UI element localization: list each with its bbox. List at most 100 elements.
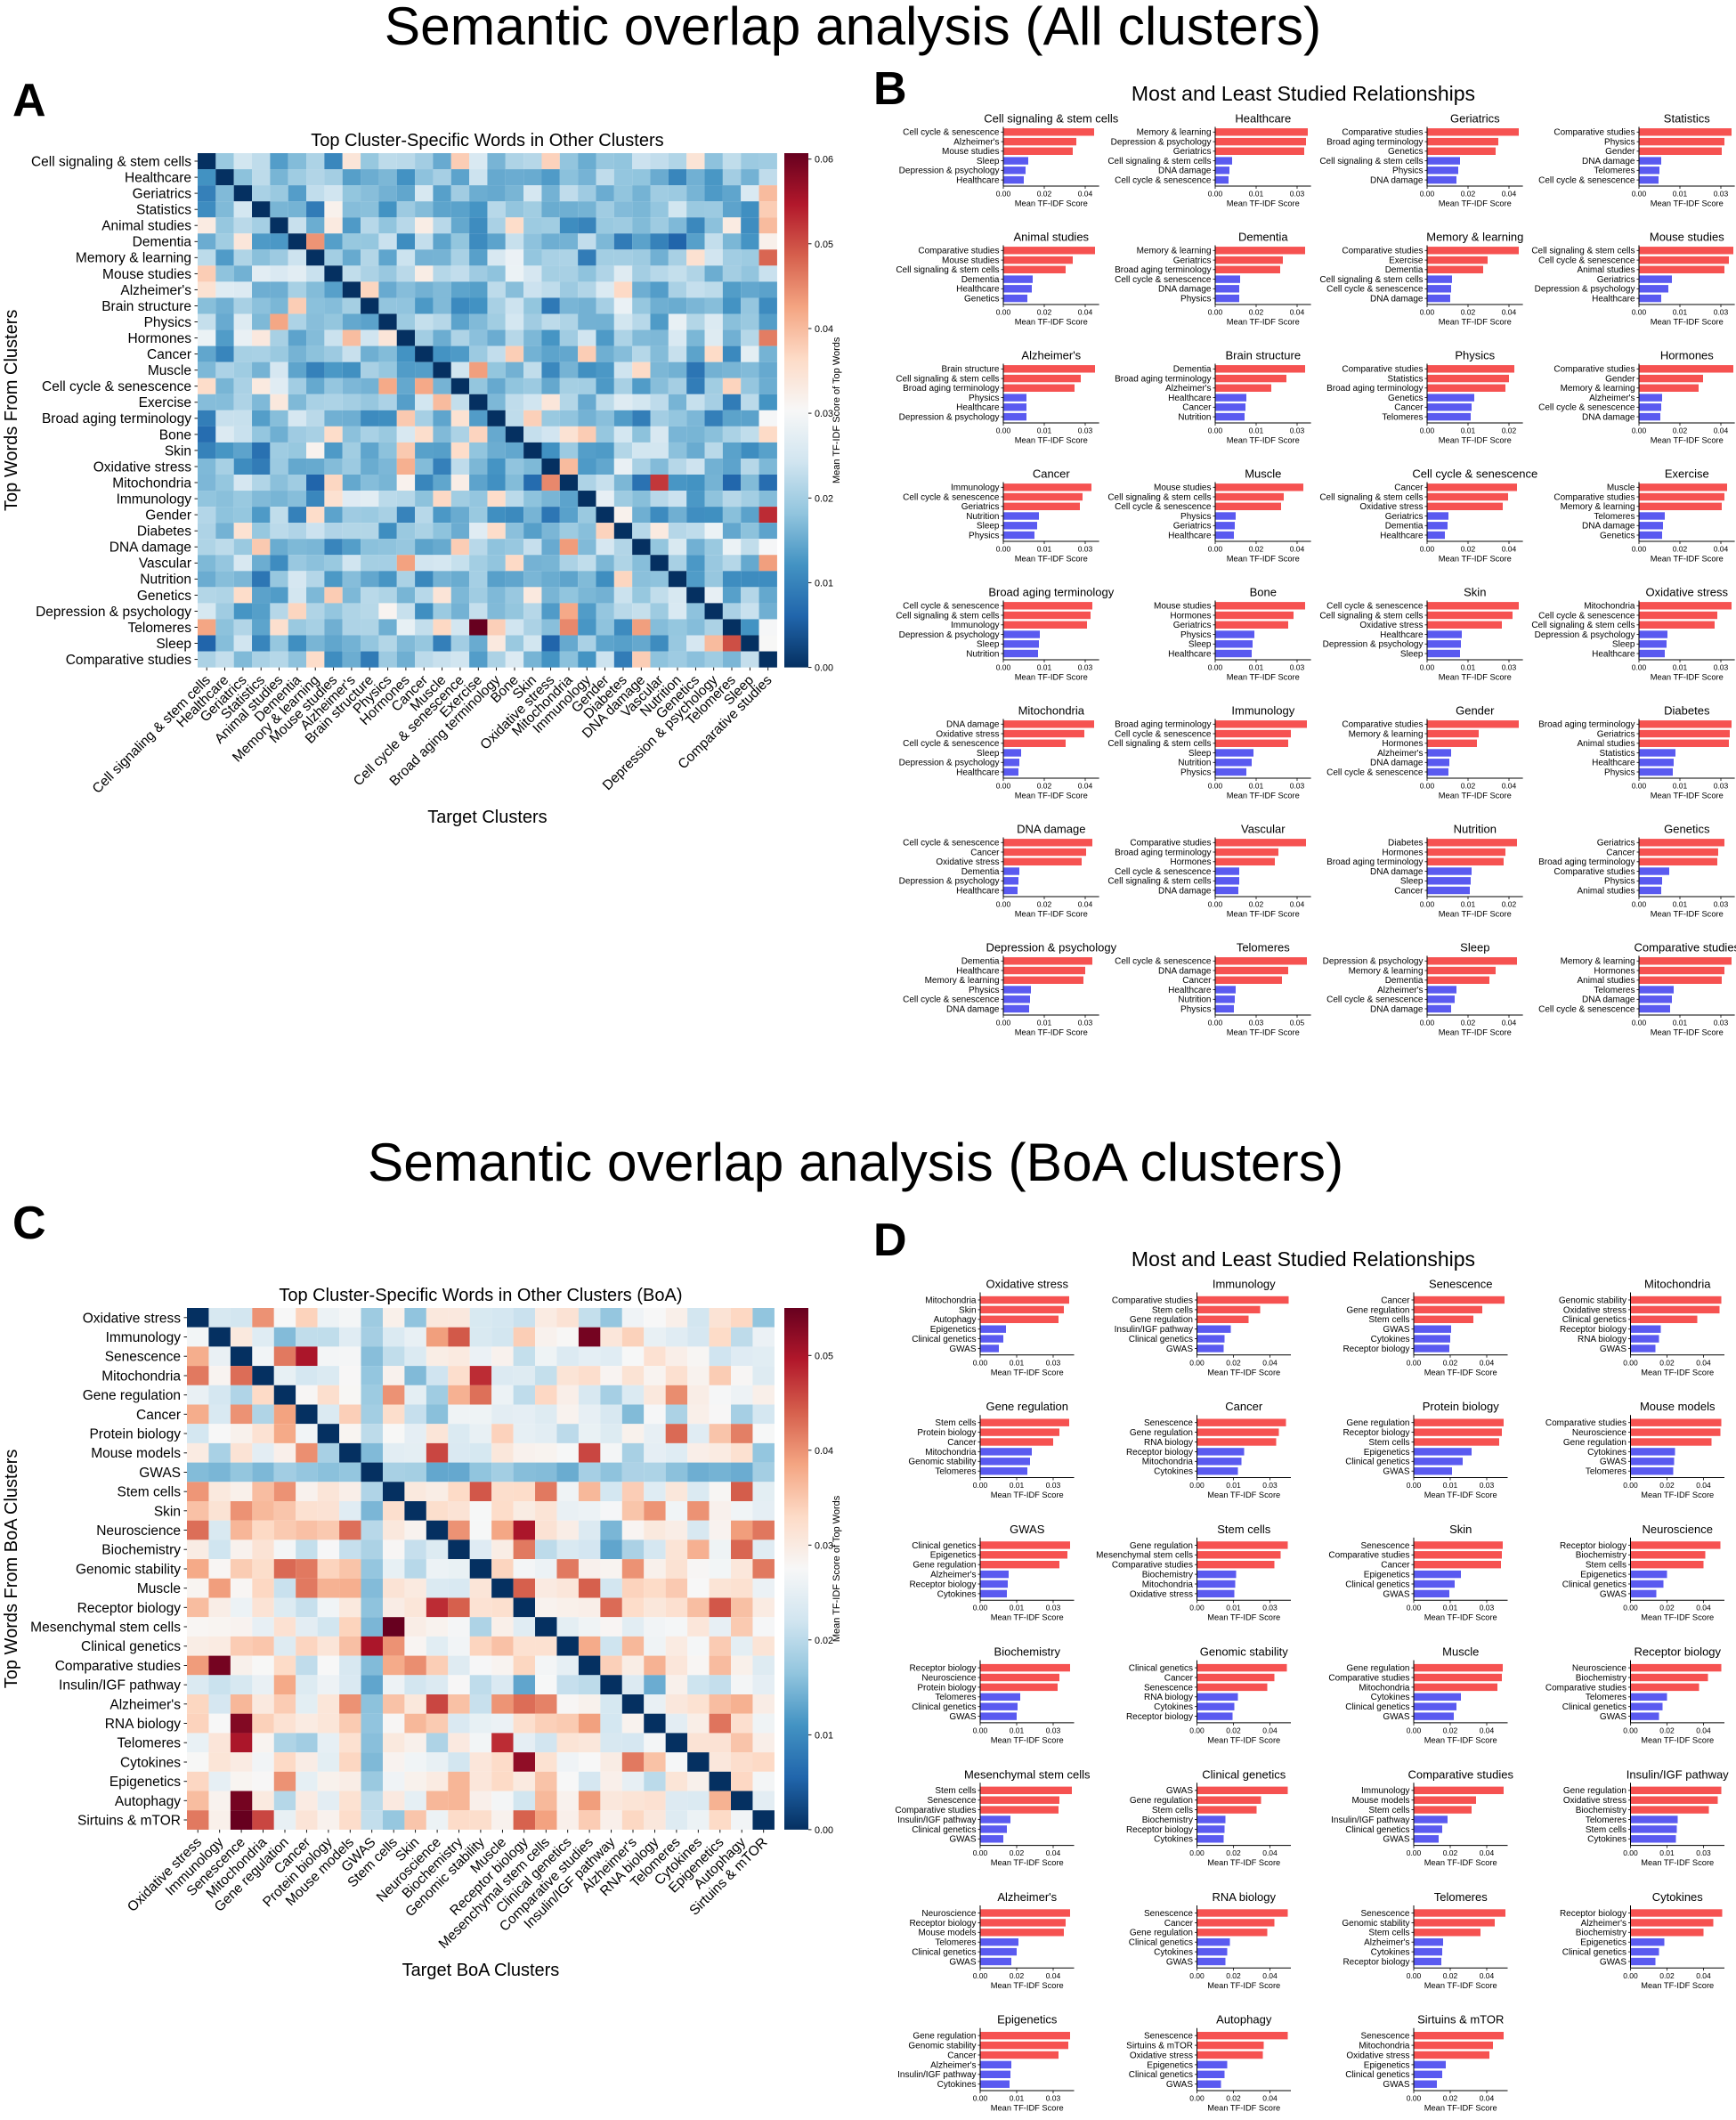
svg-text:Mitochondria: Mitochondria [1359, 2042, 1410, 2051]
svg-text:0.04: 0.04 [1696, 1481, 1711, 1490]
svg-text:Stem cells: Stem cells [1586, 1825, 1626, 1835]
svg-text:Autophagy: Autophagy [1216, 2013, 1272, 2027]
svg-text:0.04: 0.04 [1696, 1726, 1711, 1734]
svg-text:Animal studies: Animal studies [1577, 265, 1635, 275]
svg-text:Stem cells: Stem cells [1368, 1806, 1409, 1815]
svg-text:0.01: 0.01 [1249, 190, 1264, 199]
svg-text:Oxidative stress: Oxidative stress [1563, 1305, 1626, 1315]
svg-text:Mean TF-IDF Score: Mean TF-IDF Score [1227, 199, 1300, 208]
svg-text:0.02: 0.02 [1010, 1848, 1025, 1857]
svg-text:Cell cycle & senescence: Cell cycle & senescence [1115, 729, 1212, 739]
svg-text:Geriatrics: Geriatrics [1597, 839, 1635, 849]
svg-text:Cell cycle & senescence: Cell cycle & senescence [1115, 275, 1212, 285]
svg-text:Broad aging terminology: Broad aging terminology [1115, 265, 1211, 275]
svg-text:Cell cycle & senescence: Cell cycle & senescence [1538, 611, 1635, 621]
svg-text:Alzheimer's: Alzheimer's [110, 1697, 181, 1712]
svg-text:0.01: 0.01 [1673, 308, 1688, 317]
svg-text:0.00: 0.00 [973, 2094, 988, 2103]
svg-text:Healthcare: Healthcare [1592, 649, 1635, 659]
svg-text:Stem cells: Stem cells [1368, 1929, 1409, 1938]
svg-text:Cell cycle & senescence: Cell cycle & senescence [1538, 175, 1635, 185]
svg-text:Neuroscience: Neuroscience [921, 1673, 977, 1683]
svg-text:Depression & psychology: Depression & psychology [1323, 957, 1424, 967]
svg-text:0.00: 0.00 [1208, 426, 1223, 435]
svg-text:Alzheimer's: Alzheimer's [120, 283, 191, 298]
svg-text:Cytokines: Cytokines [937, 1589, 977, 1599]
svg-text:Biochemistry: Biochemistry [1142, 1571, 1193, 1580]
svg-text:Sirtuins & mTOR: Sirtuins & mTOR [1126, 2042, 1193, 2051]
svg-text:Mean TF-IDF Score: Mean TF-IDF Score [1424, 1490, 1497, 1499]
svg-text:Genomic stability: Genomic stability [1559, 1296, 1626, 1305]
svg-text:0.03: 0.03 [1502, 663, 1517, 672]
svg-text:Epigenetics: Epigenetics [1580, 1938, 1626, 1948]
svg-text:0.03: 0.03 [1078, 426, 1093, 435]
svg-text:0.02: 0.02 [1226, 2094, 1241, 2103]
svg-text:0.01: 0.01 [1226, 1604, 1241, 1612]
svg-text:Protein biology: Protein biology [917, 1428, 976, 1438]
svg-text:Mean TF-IDF Score: Mean TF-IDF Score [1227, 318, 1300, 327]
svg-text:Mean TF-IDF Score: Mean TF-IDF Score [1207, 1613, 1280, 1622]
svg-text:Cell cycle & senescence: Cell cycle & senescence [903, 602, 1000, 612]
svg-text:0.00: 0.00 [996, 782, 1011, 791]
svg-text:Clinical genetics: Clinical genetics [81, 1639, 181, 1654]
svg-text:Gene regulation: Gene regulation [1346, 1664, 1409, 1674]
svg-text:0.00: 0.00 [1632, 190, 1647, 199]
svg-text:0.03: 0.03 [1480, 1481, 1495, 1490]
svg-text:Mean TF-IDF Score: Mean TF-IDF Score [1641, 1613, 1714, 1622]
svg-text:DNA damage: DNA damage [946, 1004, 1000, 1014]
svg-text:Cancer: Cancer [1606, 848, 1635, 857]
svg-text:Muscle: Muscle [1245, 467, 1281, 481]
svg-text:0.00: 0.00 [1632, 900, 1647, 909]
svg-text:Mean TF-IDF Score of Top Words: Mean TF-IDF Score of Top Words [831, 337, 842, 483]
svg-text:Cell cycle & senescence: Cell cycle & senescence [1115, 175, 1212, 185]
svg-text:Healthcare: Healthcare [1168, 986, 1212, 995]
svg-text:Cell signaling & stem cells: Cell signaling & stem cells [1107, 492, 1211, 502]
svg-text:Depression & psychology: Depression & psychology [1535, 630, 1635, 640]
svg-text:Cell signaling & stem cells: Cell signaling & stem cells [896, 374, 999, 384]
svg-text:0.02: 0.02 [1673, 545, 1688, 554]
svg-text:Mean TF-IDF Score: Mean TF-IDF Score [1641, 1858, 1714, 1867]
svg-text:GWAS: GWAS [949, 1835, 977, 1845]
svg-text:Comparative studies: Comparative studies [1342, 365, 1423, 375]
svg-text:0.03: 0.03 [1714, 308, 1729, 317]
svg-text:Genomic stability: Genomic stability [908, 1458, 976, 1467]
svg-text:Alzheimer's: Alzheimer's [930, 1571, 976, 1580]
svg-text:0.02: 0.02 [1226, 1848, 1241, 1857]
svg-text:RNA biology: RNA biology [1144, 1693, 1193, 1702]
svg-text:0.01: 0.01 [1010, 1358, 1025, 1367]
svg-text:0.03: 0.03 [1262, 1604, 1278, 1612]
svg-text:Healthcare: Healthcare [956, 403, 1000, 413]
svg-text:Statistics: Statistics [1387, 374, 1423, 384]
svg-text:Comparative studies: Comparative studies [1635, 941, 1736, 954]
svg-text:DNA damage: DNA damage [1017, 823, 1085, 836]
svg-text:0.00: 0.00 [1623, 1358, 1638, 1367]
svg-text:Mean TF-IDF Score: Mean TF-IDF Score [1439, 436, 1512, 445]
svg-text:Cytokines: Cytokines [1154, 1702, 1193, 1712]
svg-text:Mean TF-IDF Score: Mean TF-IDF Score [1207, 1490, 1280, 1499]
svg-text:Mitochondria: Mitochondria [1584, 602, 1635, 612]
svg-text:Cancer: Cancer [947, 1438, 977, 1448]
svg-text:Mean TF-IDF Score: Mean TF-IDF Score [1439, 792, 1512, 800]
svg-text:Oxidative stress: Oxidative stress [1130, 2051, 1193, 2060]
svg-text:Cell signaling & stem cells: Cell signaling & stem cells [984, 112, 1119, 126]
svg-text:0.03: 0.03 [1046, 2094, 1061, 2103]
svg-text:Hormones: Hormones [1594, 966, 1635, 976]
svg-text:0.01: 0.01 [1010, 1481, 1025, 1490]
svg-text:0.03: 0.03 [1696, 1848, 1711, 1857]
svg-text:Immunology: Immunology [951, 483, 999, 493]
svg-text:0.04: 0.04 [1502, 1019, 1517, 1028]
svg-text:Mouse studies: Mouse studies [102, 267, 191, 282]
svg-text:0.01: 0.01 [1659, 1848, 1675, 1857]
svg-text:Mean TF-IDF Score: Mean TF-IDF Score [1424, 1858, 1497, 1867]
svg-text:Senescence: Senescence [1144, 1418, 1193, 1428]
svg-text:Receptor biology: Receptor biology [1343, 1344, 1409, 1354]
svg-text:0.00: 0.00 [1407, 2094, 1422, 2103]
svg-text:Cell cycle & senescence: Cell cycle & senescence [903, 492, 1000, 502]
svg-text:Animal studies: Animal studies [101, 219, 191, 234]
svg-text:Mean TF-IDF Score: Mean TF-IDF Score [1227, 792, 1300, 800]
svg-text:Nutrition: Nutrition [1454, 823, 1497, 836]
svg-text:Comparative studies: Comparative studies [1545, 1418, 1626, 1428]
svg-text:0.00: 0.00 [1407, 1358, 1422, 1367]
svg-text:Alzheimer's: Alzheimer's [1364, 1938, 1409, 1948]
svg-text:Clinical genetics: Clinical genetics [912, 1825, 976, 1835]
